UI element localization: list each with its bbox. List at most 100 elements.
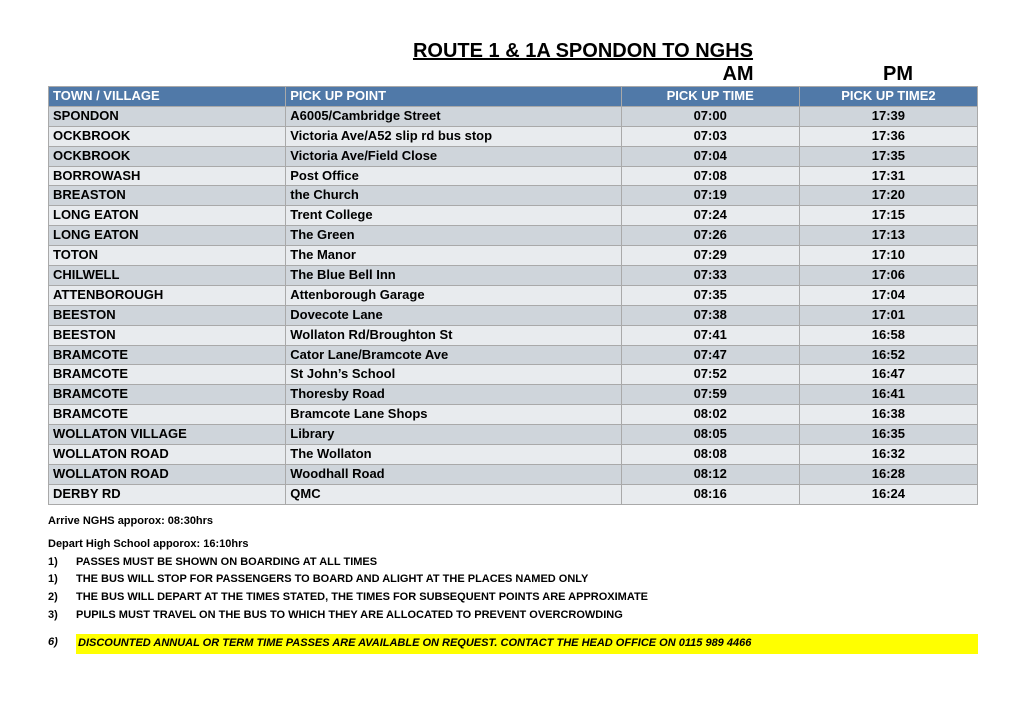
highlight-text: DISCOUNTED ANNUAL OR TERM TIME PASSES AR… — [76, 634, 978, 654]
cell-t1: 08:08 — [621, 445, 799, 465]
cell-town: BRAMCOTE — [49, 365, 286, 385]
col-header-t1: PICK UP TIME — [621, 87, 799, 107]
rule-num: 1) — [48, 554, 76, 572]
rule-text: PASSES MUST BE SHOWN ON BOARDING AT ALL … — [76, 554, 377, 572]
table-row: WOLLATON VILLAGELibrary08:0516:35 — [49, 425, 978, 445]
cell-t1: 07:00 — [621, 106, 799, 126]
cell-point: Bramcote Lane Shops — [286, 405, 621, 425]
cell-town: BEESTON — [49, 325, 286, 345]
rule-row: 1)PASSES MUST BE SHOWN ON BOARDING AT AL… — [48, 554, 978, 572]
label-am: AM — [658, 63, 818, 86]
rule-text: THE BUS WILL DEPART AT THE TIMES STATED,… — [76, 589, 648, 607]
cell-t1: 07:41 — [621, 325, 799, 345]
notes-block: Arrive NGHS apporox: 08:30hrs Depart Hig… — [48, 513, 978, 654]
table-row: OCKBROOKVictoria Ave/A52 slip rd bus sto… — [49, 126, 978, 146]
cell-t2: 16:32 — [799, 445, 977, 465]
ampm-spacer — [48, 63, 658, 86]
table-row: CHILWELLThe Blue Bell Inn07:3317:06 — [49, 266, 978, 286]
cell-town: TOTON — [49, 246, 286, 266]
table-row: OCKBROOKVictoria Ave/Field Close07:0417:… — [49, 146, 978, 166]
table-row: WOLLATON ROADWoodhall Road08:1216:28 — [49, 464, 978, 484]
cell-point: Post Office — [286, 166, 621, 186]
page: ROUTE 1 & 1A SPONDON TO NGHS AM PM TOWN … — [48, 40, 978, 654]
cell-t1: 07:26 — [621, 226, 799, 246]
rule-num: 3) — [48, 607, 76, 625]
cell-t2: 16:41 — [799, 385, 977, 405]
cell-town: BRAMCOTE — [49, 345, 286, 365]
table-row: BRAMCOTECator Lane/Bramcote Ave07:4716:5… — [49, 345, 978, 365]
table-row: BEESTONDovecote Lane07:3817:01 — [49, 305, 978, 325]
cell-point: The Manor — [286, 246, 621, 266]
page-title: ROUTE 1 & 1A SPONDON TO NGHS — [413, 40, 753, 63]
cell-t2: 17:10 — [799, 246, 977, 266]
cell-t2: 17:01 — [799, 305, 977, 325]
cell-point: Victoria Ave/Field Close — [286, 146, 621, 166]
rules-list: 1)PASSES MUST BE SHOWN ON BOARDING AT AL… — [48, 554, 978, 624]
cell-town: BRAMCOTE — [49, 405, 286, 425]
schedule-body: SPONDONA6005/Cambridge Street07:0017:39O… — [49, 106, 978, 504]
rule-row: 3)PUPILS MUST TRAVEL ON THE BUS TO WHICH… — [48, 607, 978, 625]
rule-row: 2)THE BUS WILL DEPART AT THE TIMES STATE… — [48, 589, 978, 607]
rule-num: 2) — [48, 589, 76, 607]
cell-t2: 16:28 — [799, 464, 977, 484]
cell-town: DERBY RD — [49, 484, 286, 504]
cell-point: Library — [286, 425, 621, 445]
cell-town: BRAMCOTE — [49, 385, 286, 405]
cell-town: WOLLATON ROAD — [49, 464, 286, 484]
table-row: WOLLATON ROADThe Wollaton08:0816:32 — [49, 445, 978, 465]
cell-point: A6005/Cambridge Street — [286, 106, 621, 126]
cell-t1: 07:03 — [621, 126, 799, 146]
table-row: BRAMCOTEThoresby Road07:5916:41 — [49, 385, 978, 405]
title-row: ROUTE 1 & 1A SPONDON TO NGHS — [48, 40, 978, 63]
cell-t1: 08:05 — [621, 425, 799, 445]
cell-town: OCKBROOK — [49, 146, 286, 166]
cell-t1: 07:19 — [621, 186, 799, 206]
cell-t2: 16:24 — [799, 484, 977, 504]
cell-point: the Church — [286, 186, 621, 206]
cell-point: The Wollaton — [286, 445, 621, 465]
cell-t1: 07:24 — [621, 206, 799, 226]
cell-t1: 07:59 — [621, 385, 799, 405]
table-row: BEESTONWollaton Rd/Broughton St07:4116:5… — [49, 325, 978, 345]
cell-t1: 07:33 — [621, 266, 799, 286]
cell-t1: 07:52 — [621, 365, 799, 385]
cell-t2: 16:52 — [799, 345, 977, 365]
cell-point: The Green — [286, 226, 621, 246]
cell-t1: 08:12 — [621, 464, 799, 484]
table-row: LONG EATONTrent College07:2417:15 — [49, 206, 978, 226]
cell-point: Dovecote Lane — [286, 305, 621, 325]
rule-text: THE BUS WILL STOP FOR PASSENGERS TO BOAR… — [76, 571, 588, 589]
cell-town: WOLLATON VILLAGE — [49, 425, 286, 445]
cell-town: BREASTON — [49, 186, 286, 206]
schedule-table: TOWN / VILLAGE PICK UP POINT PICK UP TIM… — [48, 86, 978, 505]
cell-t2: 17:31 — [799, 166, 977, 186]
cell-point: Thoresby Road — [286, 385, 621, 405]
cell-point: Victoria Ave/A52 slip rd bus stop — [286, 126, 621, 146]
cell-town: CHILWELL — [49, 266, 286, 286]
depart-note: Depart High School apporox: 16:10hrs — [48, 536, 978, 554]
table-row: LONG EATONThe Green07:2617:13 — [49, 226, 978, 246]
highlight-row: 6) DISCOUNTED ANNUAL OR TERM TIME PASSES… — [48, 634, 978, 654]
cell-t2: 17:04 — [799, 285, 977, 305]
table-row: DERBY RDQMC08:1616:24 — [49, 484, 978, 504]
cell-t2: 17:20 — [799, 186, 977, 206]
cell-point: QMC — [286, 484, 621, 504]
table-row: BRAMCOTEBramcote Lane Shops08:0216:38 — [49, 405, 978, 425]
cell-town: LONG EATON — [49, 226, 286, 246]
cell-t1: 07:08 — [621, 166, 799, 186]
cell-t1: 07:47 — [621, 345, 799, 365]
cell-town: BORROWASH — [49, 166, 286, 186]
cell-t1: 08:02 — [621, 405, 799, 425]
rule-row: 1)THE BUS WILL STOP FOR PASSENGERS TO BO… — [48, 571, 978, 589]
cell-town: BEESTON — [49, 305, 286, 325]
cell-t2: 16:38 — [799, 405, 977, 425]
cell-town: OCKBROOK — [49, 126, 286, 146]
col-header-town: TOWN / VILLAGE — [49, 87, 286, 107]
cell-point: Trent College — [286, 206, 621, 226]
table-row: BRAMCOTESt John’s School07:5216:47 — [49, 365, 978, 385]
cell-t1: 07:29 — [621, 246, 799, 266]
cell-t2: 17:36 — [799, 126, 977, 146]
cell-point: Attenborough Garage — [286, 285, 621, 305]
cell-town: SPONDON — [49, 106, 286, 126]
cell-t2: 17:15 — [799, 206, 977, 226]
